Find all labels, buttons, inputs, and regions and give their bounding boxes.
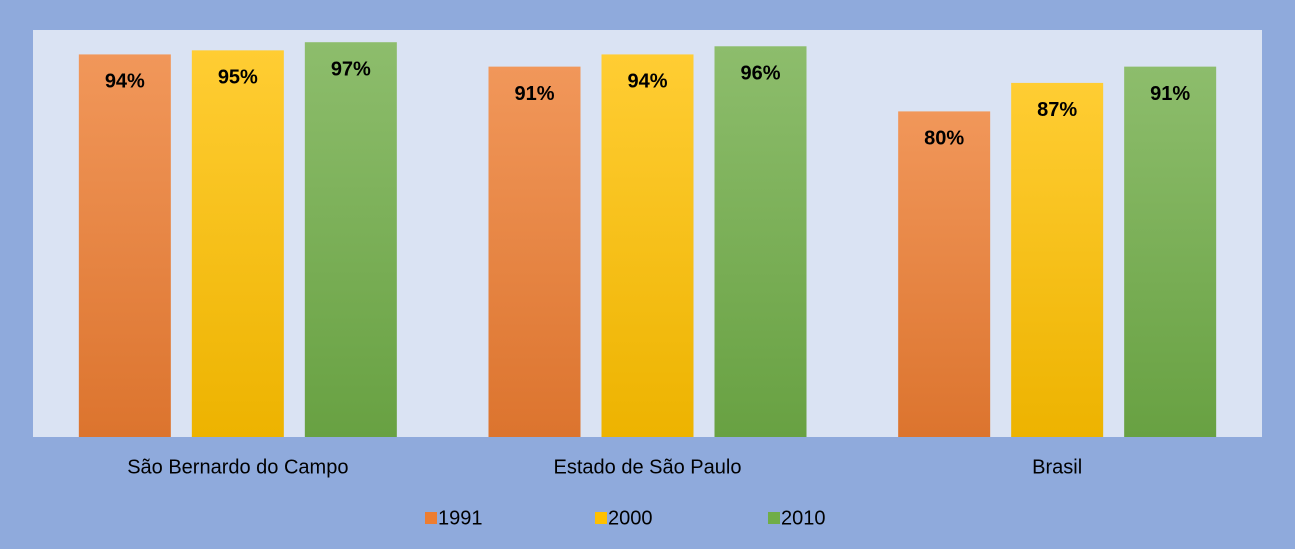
x-tick-label: Estado de São Paulo (554, 456, 742, 478)
bar (191, 50, 284, 437)
legend-label: 2000 (608, 507, 653, 529)
bar (898, 111, 991, 438)
data-label: 91% (1150, 83, 1190, 105)
data-label: 97% (331, 58, 371, 80)
data-label: 80% (924, 128, 964, 150)
bar (601, 54, 694, 438)
data-label: 91% (514, 83, 554, 105)
data-label: 94% (627, 71, 667, 93)
legend-swatch (768, 512, 780, 524)
x-tick-label: Brasil (1032, 456, 1082, 478)
legend-label: 2010 (781, 507, 826, 529)
bar (1011, 82, 1104, 437)
bar (304, 42, 397, 438)
legend-swatch (425, 512, 437, 524)
data-label: 95% (218, 67, 258, 89)
legend-label: 1991 (438, 507, 483, 529)
bar (1124, 66, 1217, 437)
data-label: 94% (105, 71, 145, 93)
bar (488, 66, 581, 437)
bar (78, 54, 171, 438)
data-label: 87% (1037, 99, 1077, 121)
legend-swatch (595, 512, 607, 524)
x-tick-label: São Bernardo do Campo (127, 456, 348, 478)
data-label: 96% (740, 63, 780, 85)
bar (714, 46, 807, 437)
